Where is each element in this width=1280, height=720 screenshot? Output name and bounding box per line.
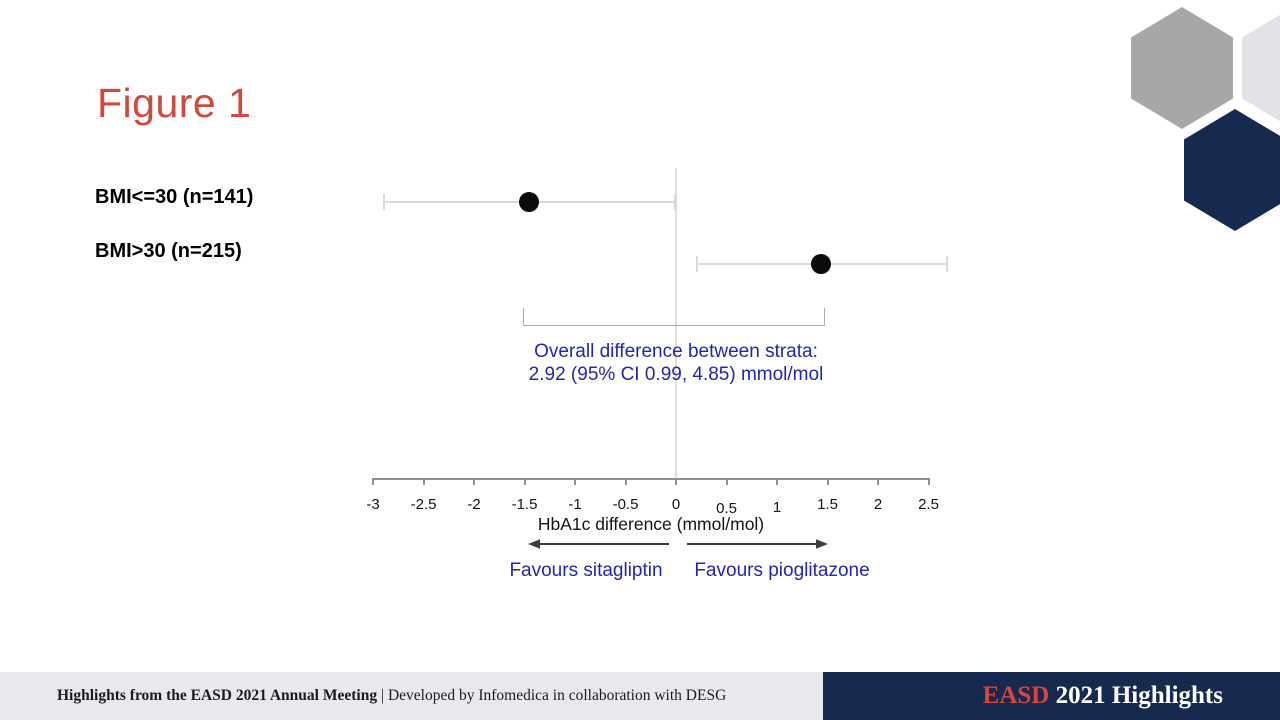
x-axis-tick bbox=[372, 478, 374, 485]
x-axis-tick-label: 0 bbox=[671, 496, 681, 513]
brand-rest: 2021 Highlights bbox=[1055, 682, 1223, 709]
overall-difference-annotation: Overall difference between strata: 2.92 … bbox=[426, 340, 926, 386]
x-axis-tick bbox=[675, 478, 677, 485]
x-axis-tick bbox=[826, 478, 829, 485]
x-axis-tick bbox=[624, 478, 627, 485]
x-axis-tick-label: 1 bbox=[772, 499, 782, 516]
x-axis-line bbox=[373, 478, 929, 480]
ci-cap-high bbox=[674, 194, 676, 210]
zero-reference-line bbox=[675, 168, 677, 478]
strata-bracket-end-left bbox=[523, 308, 525, 326]
row-label: BMI<=30 (n=141) bbox=[95, 186, 254, 208]
footer-credit-bar bbox=[0, 672, 823, 720]
x-axis-tick bbox=[523, 478, 526, 485]
x-axis-tick-label: 1.5 bbox=[817, 496, 838, 513]
footer-brand-bar bbox=[823, 672, 1280, 720]
ci-cap-low bbox=[696, 256, 699, 272]
point-estimate-dot bbox=[811, 254, 832, 274]
footer-credit-text: Highlights from the EASD 2021 Annual Mee… bbox=[57, 672, 726, 720]
x-axis-tick bbox=[725, 478, 728, 485]
x-axis-tick-label: -1 bbox=[568, 496, 582, 513]
x-axis-tick-label: -2 bbox=[467, 496, 481, 513]
footer-credit-bold: Highlights from the EASD 2021 Annual Mee… bbox=[57, 687, 378, 704]
ci-cap-high bbox=[945, 256, 948, 272]
x-axis-tick bbox=[422, 478, 425, 485]
footer-brand-text: EASD 2021 Highlights bbox=[983, 672, 1223, 720]
x-axis-tick-label: -0.5 bbox=[612, 496, 639, 513]
x-axis-tick-label: 2.5 bbox=[918, 496, 939, 513]
ci-cap-low bbox=[383, 194, 386, 210]
footer-credit-sep-glyph: | bbox=[380, 687, 385, 704]
right-arrow-icon bbox=[687, 539, 828, 549]
x-axis-tick-label: -1.5 bbox=[511, 496, 538, 513]
left-arrow-icon bbox=[528, 539, 669, 549]
row-label: BMI>30 (n=215) bbox=[95, 240, 242, 262]
x-axis-title: HbA1c difference (mmol/mol) bbox=[537, 514, 765, 534]
annotation-line1: Overall difference between strata: bbox=[534, 341, 818, 362]
strata-bracket bbox=[523, 325, 826, 326]
x-axis-tick bbox=[574, 478, 576, 485]
x-axis-tick-label: 2 bbox=[873, 496, 883, 513]
hexagon-decoration-gray-icon bbox=[1131, 7, 1233, 129]
x-axis-tick-label: 0.5 bbox=[716, 500, 737, 517]
point-estimate-dot bbox=[518, 192, 539, 212]
hexagon-decoration-light-icon bbox=[1242, 7, 1280, 129]
x-axis-tick-label: -2.5 bbox=[410, 496, 437, 513]
favours-right-label: Favours pioglitazone bbox=[694, 560, 870, 581]
hexagon-decoration-navy-icon bbox=[1184, 109, 1280, 231]
x-axis-tick bbox=[927, 478, 930, 485]
page-title: Figure 1 bbox=[97, 80, 252, 126]
favours-left-label: Favours sitagliptin bbox=[509, 560, 663, 581]
footer-credit-regular: Developed by Infomedica in collaboration… bbox=[387, 687, 727, 704]
strata-bracket-end-right bbox=[824, 308, 826, 326]
x-axis-tick bbox=[877, 478, 879, 485]
x-axis-tick bbox=[473, 478, 475, 485]
annotation-line2: 2.92 (95% CI 0.99, 4.85) mmol/mol bbox=[528, 364, 824, 385]
brand-easd: EASD bbox=[982, 682, 1050, 709]
x-axis-tick-label: -3 bbox=[366, 496, 380, 513]
x-axis-tick bbox=[776, 478, 778, 485]
